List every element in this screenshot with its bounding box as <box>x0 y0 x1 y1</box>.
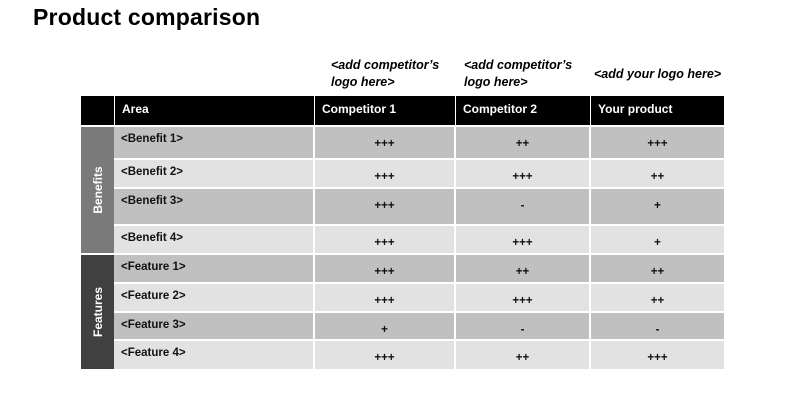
your-product-cell: ++ <box>591 255 724 282</box>
competitor1-cell: +++ <box>315 255 454 282</box>
competitor1-cell: +++ <box>315 341 454 369</box>
area-cell: <Benefit 1> <box>114 127 313 158</box>
your-logo-placeholder: <add your logo here> <box>594 67 722 81</box>
competitor1-cell: +++ <box>315 160 454 187</box>
your-product-cell: + <box>591 189 724 224</box>
area-cell: <Feature 3> <box>114 313 313 339</box>
header-corner <box>81 96 114 125</box>
your-product-cell: ++ <box>591 284 724 311</box>
area-cell: <Benefit 3> <box>114 189 313 224</box>
area-cell: <Feature 1> <box>114 255 313 282</box>
features-group-band: Features <box>81 255 114 369</box>
benefits-group-band: Benefits <box>81 127 114 253</box>
features-group-label: Features <box>90 286 105 338</box>
competitor2-cell: - <box>456 313 589 339</box>
area-cell: <Feature 2> <box>114 284 313 311</box>
header-competitor1: Competitor 1 <box>314 96 455 125</box>
your-product-cell: + <box>591 226 724 253</box>
competitor1-cell: +++ <box>315 226 454 253</box>
competitor1-cell: +++ <box>315 127 454 158</box>
header-area: Area <box>114 96 314 125</box>
competitor2-cell: +++ <box>456 160 589 187</box>
your-product-cell: - <box>591 313 724 339</box>
header-competitor2: Competitor 2 <box>455 96 590 125</box>
competitor1-cell: + <box>315 313 454 339</box>
your-product-cell: +++ <box>591 341 724 369</box>
competitor2-cell: - <box>456 189 589 224</box>
competitor2-cell: ++ <box>456 255 589 282</box>
competitor2-cell: ++ <box>456 341 589 369</box>
competitor2-cell: +++ <box>456 226 589 253</box>
area-cell: <Benefit 4> <box>114 226 313 253</box>
competitor2-cell: +++ <box>456 284 589 311</box>
your-product-cell: ++ <box>591 160 724 187</box>
area-cell: <Benefit 2> <box>114 160 313 187</box>
competitor1-cell: +++ <box>315 284 454 311</box>
your-product-cell: +++ <box>591 127 724 158</box>
competitor1-logo-placeholder: <add competitor’s logo here> <box>331 58 440 89</box>
benefits-group-label: Benefits <box>90 166 105 214</box>
page-title: Product comparison <box>33 4 261 30</box>
competitor2-cell: ++ <box>456 127 589 158</box>
area-cell: <Feature 4> <box>114 341 313 369</box>
header-your-product: Your product <box>590 96 724 125</box>
competitor1-cell: +++ <box>315 189 454 224</box>
competitor2-logo-placeholder: <add competitor’s logo here> <box>464 58 573 89</box>
